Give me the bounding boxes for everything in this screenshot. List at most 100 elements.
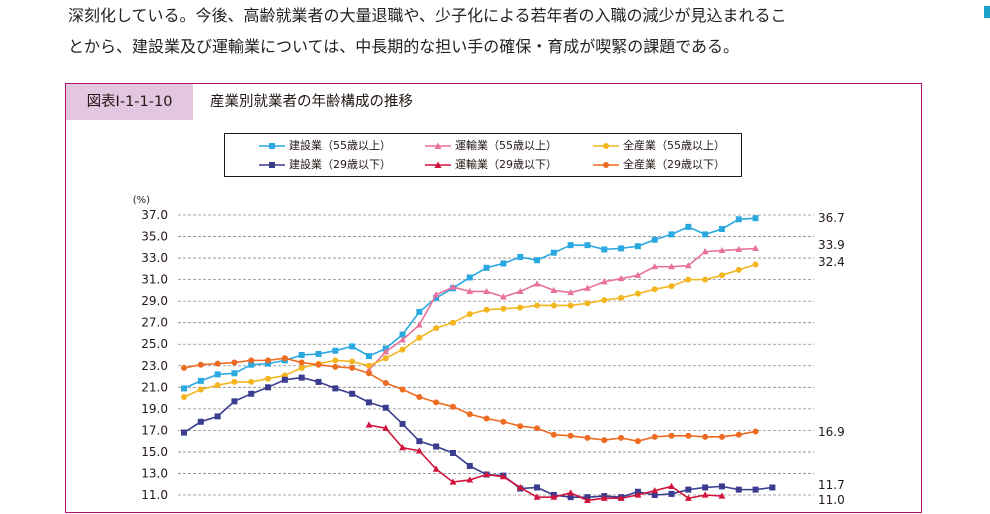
data-point: [332, 385, 339, 392]
data-point: [483, 415, 490, 422]
side-bookmark-marker: [984, 6, 990, 18]
data-point: [214, 360, 221, 367]
y-tick-label: 25.0: [141, 337, 168, 351]
paragraph-line-2: とから、建設業及び運輸業については、中長期的な担い手の確保・育成が喫緊の課題であ…: [68, 37, 740, 56]
data-point: [584, 242, 591, 249]
data-point: [365, 421, 373, 428]
data-point: [399, 444, 406, 451]
data-point: [516, 287, 524, 295]
data-point: [265, 375, 272, 382]
series-line: [183, 376, 773, 498]
data-point: [449, 450, 456, 456]
y-tick-label: 27.0: [141, 316, 168, 330]
data-point: [567, 489, 575, 496]
data-point: [466, 311, 473, 318]
data-point: [634, 290, 641, 297]
data-point: [634, 243, 641, 250]
data-point: [483, 470, 490, 478]
data-point: [668, 263, 675, 270]
data-point: [332, 363, 339, 370]
data-point: [248, 378, 255, 385]
y-tick-label: 15.0: [141, 445, 168, 459]
data-point: [735, 486, 742, 493]
data-point: [651, 487, 659, 494]
data-point: [550, 302, 557, 309]
data-point: [718, 492, 726, 499]
data-point: [618, 294, 625, 301]
data-point: [466, 287, 474, 295]
data-point: [315, 378, 322, 385]
data-point: [702, 433, 709, 440]
data-point: [718, 246, 726, 254]
end-value-label: 16.9: [818, 425, 845, 439]
data-point: [567, 302, 574, 309]
y-tick-label: 37.0: [141, 208, 168, 222]
y-tick-label: 23.0: [141, 359, 168, 373]
series-line: [183, 357, 756, 442]
data-point: [718, 483, 725, 490]
data-point: [332, 357, 339, 364]
data-point: [265, 384, 272, 391]
y-tick-label: 35.0: [141, 230, 168, 244]
data-point: [265, 360, 272, 367]
data-point: [618, 434, 625, 441]
data-point: [466, 411, 473, 418]
data-point: [181, 364, 187, 371]
data-point: [668, 482, 675, 489]
data-point: [365, 362, 372, 369]
data-point: [483, 264, 490, 271]
data-point: [181, 385, 187, 392]
paragraph-line-1: 深刻化している。今後、高齢就業者の大量退職や、少子化による若年者の入職の減少が見…: [68, 6, 787, 25]
data-point: [432, 291, 440, 298]
data-point: [349, 364, 356, 371]
data-point: [651, 286, 658, 293]
data-point: [433, 399, 440, 406]
data-point: [634, 491, 642, 498]
data-point: [718, 433, 725, 440]
data-point: [315, 361, 322, 368]
data-point: [466, 274, 473, 281]
data-point: [668, 231, 675, 238]
data-point: [416, 334, 423, 341]
series-line: [368, 247, 756, 371]
data-point: [685, 223, 692, 230]
data-point: [651, 236, 658, 243]
legend-label: 建設業（55歳以上）: [289, 139, 391, 152]
data-point: [432, 465, 440, 472]
data-point: [685, 276, 692, 283]
figure-title: 産業別就業者の年齢構成の推移: [210, 94, 413, 110]
data-point: [248, 361, 255, 368]
data-point: [349, 343, 356, 350]
data-point: [601, 297, 608, 304]
data-point: [651, 492, 658, 498]
legend-label: 全産業（55歳以上）: [623, 139, 725, 152]
data-point: [634, 438, 641, 445]
data-point: [550, 493, 558, 500]
y-tick-label: 31.0: [141, 273, 168, 287]
data-point: [181, 429, 187, 436]
data-point: [534, 257, 541, 264]
data-point: [735, 431, 742, 438]
end-value-label: 33.9: [818, 238, 845, 252]
data-point: [550, 249, 557, 256]
end-value-label: 11.0: [818, 493, 845, 507]
data-point: [651, 263, 659, 270]
legend-label: 運輸業（55歳以上）: [455, 139, 557, 152]
y-tick-label: 19.0: [141, 402, 168, 416]
data-point: [752, 428, 759, 435]
data-point: [382, 355, 389, 362]
data-point: [567, 288, 575, 296]
body-paragraph: 深刻化している。今後、高齢就業者の大量退職や、少子化による若年者の入職の減少が見…: [68, 0, 948, 62]
end-value-label: 32.4: [818, 255, 845, 269]
data-point: [533, 493, 541, 500]
data-point: [449, 478, 457, 485]
data-point: [550, 286, 558, 293]
data-point: [601, 246, 608, 253]
data-point: [517, 304, 524, 311]
data-point: [197, 418, 204, 425]
data-point: [702, 231, 709, 238]
data-point: [214, 371, 221, 378]
data-point: [651, 433, 658, 440]
data-point: [584, 434, 591, 441]
data-point: [231, 370, 238, 377]
